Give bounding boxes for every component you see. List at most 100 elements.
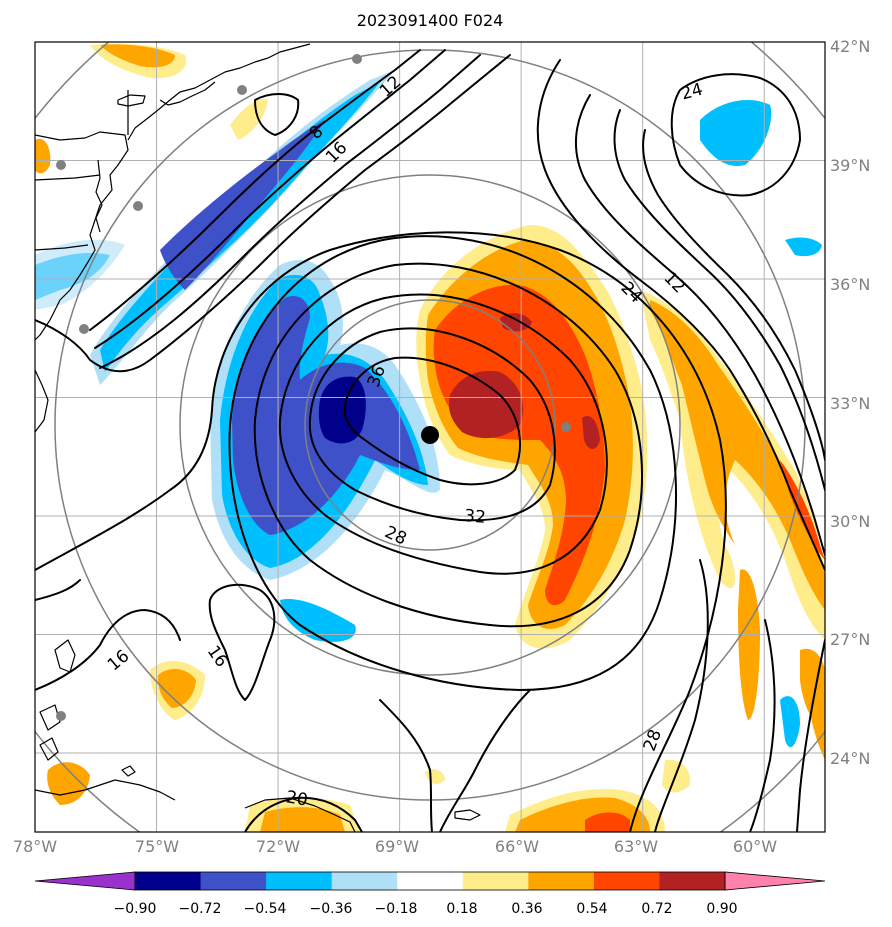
contour-label: 32 (463, 506, 486, 528)
shade-west-swirl-dark-blue (318, 376, 366, 444)
lat-label: 30°N (830, 512, 870, 531)
coastline-long-island (117, 94, 146, 107)
lon-label: 60°W (733, 837, 777, 856)
station-dot (561, 422, 571, 432)
shade-patch-nantucket-yellow (230, 98, 268, 140)
lon-label: 75°W (135, 837, 179, 856)
contour-cyclone-outer-20 (35, 231, 727, 832)
colorbar-tick-label: 0.18 (446, 901, 477, 917)
colorbar-tick-label: −0.90 (114, 901, 157, 917)
contour-cyclone-3 (278, 293, 608, 575)
lon-label: 78°W (13, 837, 57, 856)
lon-label: 63°W (614, 837, 658, 856)
contour-sw-corner (35, 579, 81, 601)
contour-line-24-east-2 (574, 94, 825, 556)
shade-patch-bottom-center-orange (260, 807, 345, 832)
contour-cyclone-2 (308, 327, 556, 522)
station-dot (56, 160, 66, 170)
shade-patch-right-strip (805, 653, 825, 760)
contour-line-28-east (654, 559, 709, 832)
shade-ne-band-medium-blue (160, 120, 325, 290)
contour-sw-16-loop (208, 583, 276, 701)
lon-label: 69°W (375, 837, 419, 856)
colorbar-segment (462, 872, 529, 890)
shade-patch-top-left-orange (35, 138, 51, 174)
coastline-northeast-us (35, 131, 129, 341)
shade-south-blue-patch (280, 599, 356, 642)
colorbar-outline (134, 871, 726, 891)
contour-label: 20 (284, 787, 309, 810)
contour-line-far-east-2 (796, 639, 825, 832)
coastline-bahamas-3 (39, 737, 59, 761)
contour-south-center (379, 699, 433, 832)
contour-line-16-north (99, 54, 481, 369)
coastline-small-island (121, 765, 136, 777)
station-dot (237, 85, 247, 95)
storm-center-marker (421, 426, 439, 444)
shade-east-jet-red (780, 460, 825, 560)
lat-label: 33°N (830, 394, 870, 413)
contour-sw-16 (35, 609, 181, 691)
shade-patch-sw-orange-core (157, 668, 196, 708)
lat-label: 27°N (830, 630, 870, 649)
coastline-cuba (35, 779, 176, 801)
lat-label: 42°N (830, 37, 870, 56)
shade-east-blue-patch (785, 237, 822, 257)
colorbar-segment (659, 872, 726, 890)
contour-line-8-east (642, 129, 825, 461)
colorbar-tick-labels: −0.90 −0.72 −0.54 −0.36 −0.18 0.18 0.36 … (114, 901, 738, 917)
coastline-puerto-rico (454, 809, 481, 821)
station-dot (352, 54, 362, 64)
contour-nw-small (254, 93, 300, 136)
colorbar-segment (266, 872, 333, 890)
colorbar-segment (593, 872, 660, 890)
lat-label: 24°N (830, 749, 870, 768)
colorbar-tick-label: 0.36 (511, 901, 542, 917)
contour-line-12-east (613, 109, 825, 491)
shade-ne-blue-patch (700, 100, 772, 166)
colorbar (34, 871, 826, 891)
lon-label: 72°W (256, 837, 300, 856)
colorbar-segment (331, 872, 398, 890)
coastline-hispaniola (244, 797, 356, 832)
range-ring-2 (179, 174, 681, 676)
colorbar-extend-max (724, 871, 826, 891)
station-dot (79, 324, 89, 334)
colorbar-tick-label: −0.36 (310, 901, 353, 917)
shade-patch-east-vert (738, 569, 760, 720)
contour-line-8 (89, 49, 421, 331)
contour-cyclone-inner (343, 356, 521, 486)
station-dots (56, 54, 571, 721)
lon-label: 66°W (495, 837, 539, 856)
shade-dark-red-patch-3 (582, 416, 600, 449)
shade-east-blue-strip (780, 696, 800, 748)
lat-label: 39°N (830, 156, 870, 175)
coastlines (35, 43, 481, 832)
contour-cyclone-4 (253, 262, 643, 628)
latitude-labels: 42°N 39°N 36°N 33°N 30°N 27°N 24°N (830, 37, 870, 768)
shade-east-swirl-dark-red (448, 370, 524, 439)
contour-line-20-north (35, 54, 511, 373)
colorbar-tick-label: 0.54 (576, 901, 607, 917)
shade-patch-bottom-right-red (585, 812, 630, 832)
lat-label: 36°N (830, 275, 870, 294)
contour-line-24-east (536, 59, 825, 571)
coastline-florida (35, 369, 49, 433)
coastline-cape-cod (159, 81, 216, 106)
colorbar-tick-label: −0.72 (179, 901, 222, 917)
state-border-1 (35, 174, 101, 181)
contour-line-far-east-1 (749, 619, 776, 832)
coastline-bahamas-2 (39, 704, 61, 731)
contour-cyclone-outer-16 (228, 235, 678, 691)
colorbar-extend-min (34, 871, 136, 891)
coastline-bahamas-1 (54, 639, 76, 673)
longitude-labels: 78°W 75°W 72°W 69°W 66°W 63°W 60°W (13, 837, 777, 856)
coastline-new-england (127, 43, 311, 141)
contour-ne-loop (670, 73, 801, 197)
colorbar-segment (528, 872, 595, 890)
colorbar-segment (135, 872, 202, 890)
shading-layer (35, 43, 825, 832)
